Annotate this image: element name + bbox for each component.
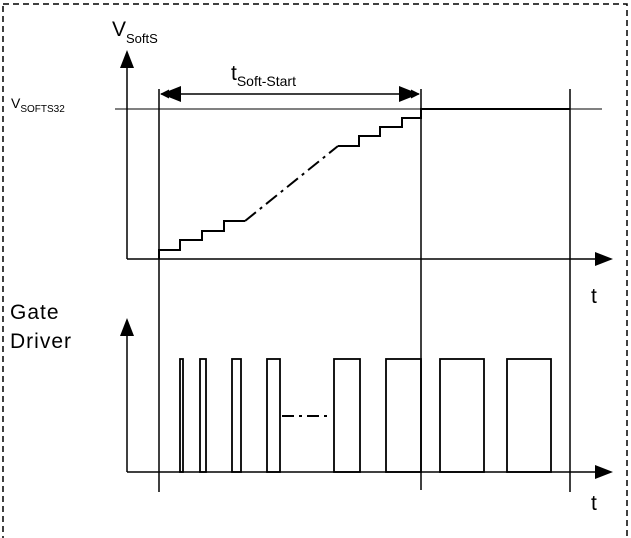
gate-label: Gate [10, 301, 60, 324]
vsofts32-label: VSOFTS32 [11, 95, 65, 115]
gate-pulse-1 [179, 358, 184, 473]
soft-start-staircase-high [338, 108, 570, 147]
t-soft-start-label: tSoft-Start [231, 62, 296, 89]
vsofts32-main: V [11, 95, 21, 111]
time-label-bottom: t [591, 492, 597, 515]
time-axis-bottom-arrow [595, 465, 613, 479]
driver-label: Driver [10, 330, 72, 353]
duration-arrow-left-head [161, 86, 181, 102]
time-axis-top-arrow [595, 252, 613, 266]
duration-arrow-right-head [399, 86, 419, 102]
soft-start-ramp-dashdot [244, 145, 339, 222]
gate-pulse-7 [439, 358, 485, 473]
vsofts-label-main: V [112, 18, 126, 41]
t-soft-start-main: t [231, 62, 237, 85]
gate-pulse-2 [199, 358, 207, 473]
gate-driver-axis-arrow [120, 318, 134, 336]
gate-pulse-6 [385, 358, 422, 473]
vsofts-axis-arrow [120, 50, 134, 68]
t-soft-start-sub: Soft-Start [237, 73, 296, 89]
dashed-border [2, 3, 628, 538]
gate-pulse-5 [333, 358, 361, 473]
gate-pulse-8 [506, 358, 552, 473]
gate-driver-pulses [179, 358, 552, 473]
gate-pulse-4 [266, 358, 281, 473]
soft-start-staircase-low [158, 220, 245, 259]
vsofts32-sub: SOFTS32 [20, 104, 65, 115]
vsofts-label: VSoftS [112, 18, 158, 46]
time-label-top: t [591, 285, 597, 308]
vsofts-label-sub: SoftS [126, 31, 158, 46]
gate-pulse-3 [231, 358, 242, 473]
